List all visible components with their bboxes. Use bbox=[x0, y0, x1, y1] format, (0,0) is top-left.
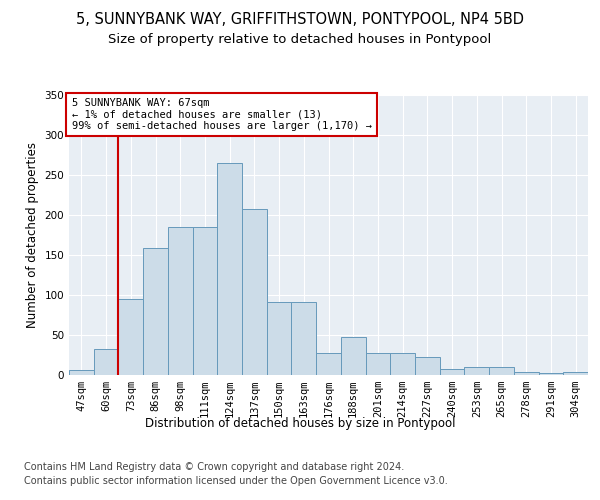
Bar bbox=[464, 367, 489, 375]
Bar bbox=[217, 163, 242, 375]
Bar bbox=[316, 354, 341, 375]
Text: Distribution of detached houses by size in Pontypool: Distribution of detached houses by size … bbox=[145, 418, 455, 430]
Bar bbox=[292, 302, 316, 375]
Bar bbox=[440, 368, 464, 375]
Bar bbox=[365, 352, 390, 375]
Bar bbox=[341, 338, 365, 375]
Y-axis label: Number of detached properties: Number of detached properties bbox=[26, 142, 39, 328]
Bar bbox=[242, 210, 267, 375]
Bar bbox=[563, 372, 588, 375]
Bar bbox=[539, 374, 563, 375]
Bar bbox=[168, 227, 193, 375]
Bar bbox=[489, 367, 514, 375]
Bar bbox=[267, 302, 292, 375]
Text: 5 SUNNYBANK WAY: 67sqm
← 1% of detached houses are smaller (13)
99% of semi-deta: 5 SUNNYBANK WAY: 67sqm ← 1% of detached … bbox=[71, 98, 371, 131]
Bar bbox=[415, 358, 440, 375]
Text: 5, SUNNYBANK WAY, GRIFFITHSTOWN, PONTYPOOL, NP4 5BD: 5, SUNNYBANK WAY, GRIFFITHSTOWN, PONTYPO… bbox=[76, 12, 524, 28]
Bar bbox=[69, 370, 94, 375]
Bar bbox=[94, 348, 118, 375]
Bar bbox=[118, 299, 143, 375]
Text: Contains HM Land Registry data © Crown copyright and database right 2024.: Contains HM Land Registry data © Crown c… bbox=[24, 462, 404, 472]
Bar bbox=[514, 372, 539, 375]
Text: Contains public sector information licensed under the Open Government Licence v3: Contains public sector information licen… bbox=[24, 476, 448, 486]
Text: Size of property relative to detached houses in Pontypool: Size of property relative to detached ho… bbox=[109, 32, 491, 46]
Bar bbox=[143, 248, 168, 375]
Bar bbox=[193, 227, 217, 375]
Bar bbox=[390, 352, 415, 375]
